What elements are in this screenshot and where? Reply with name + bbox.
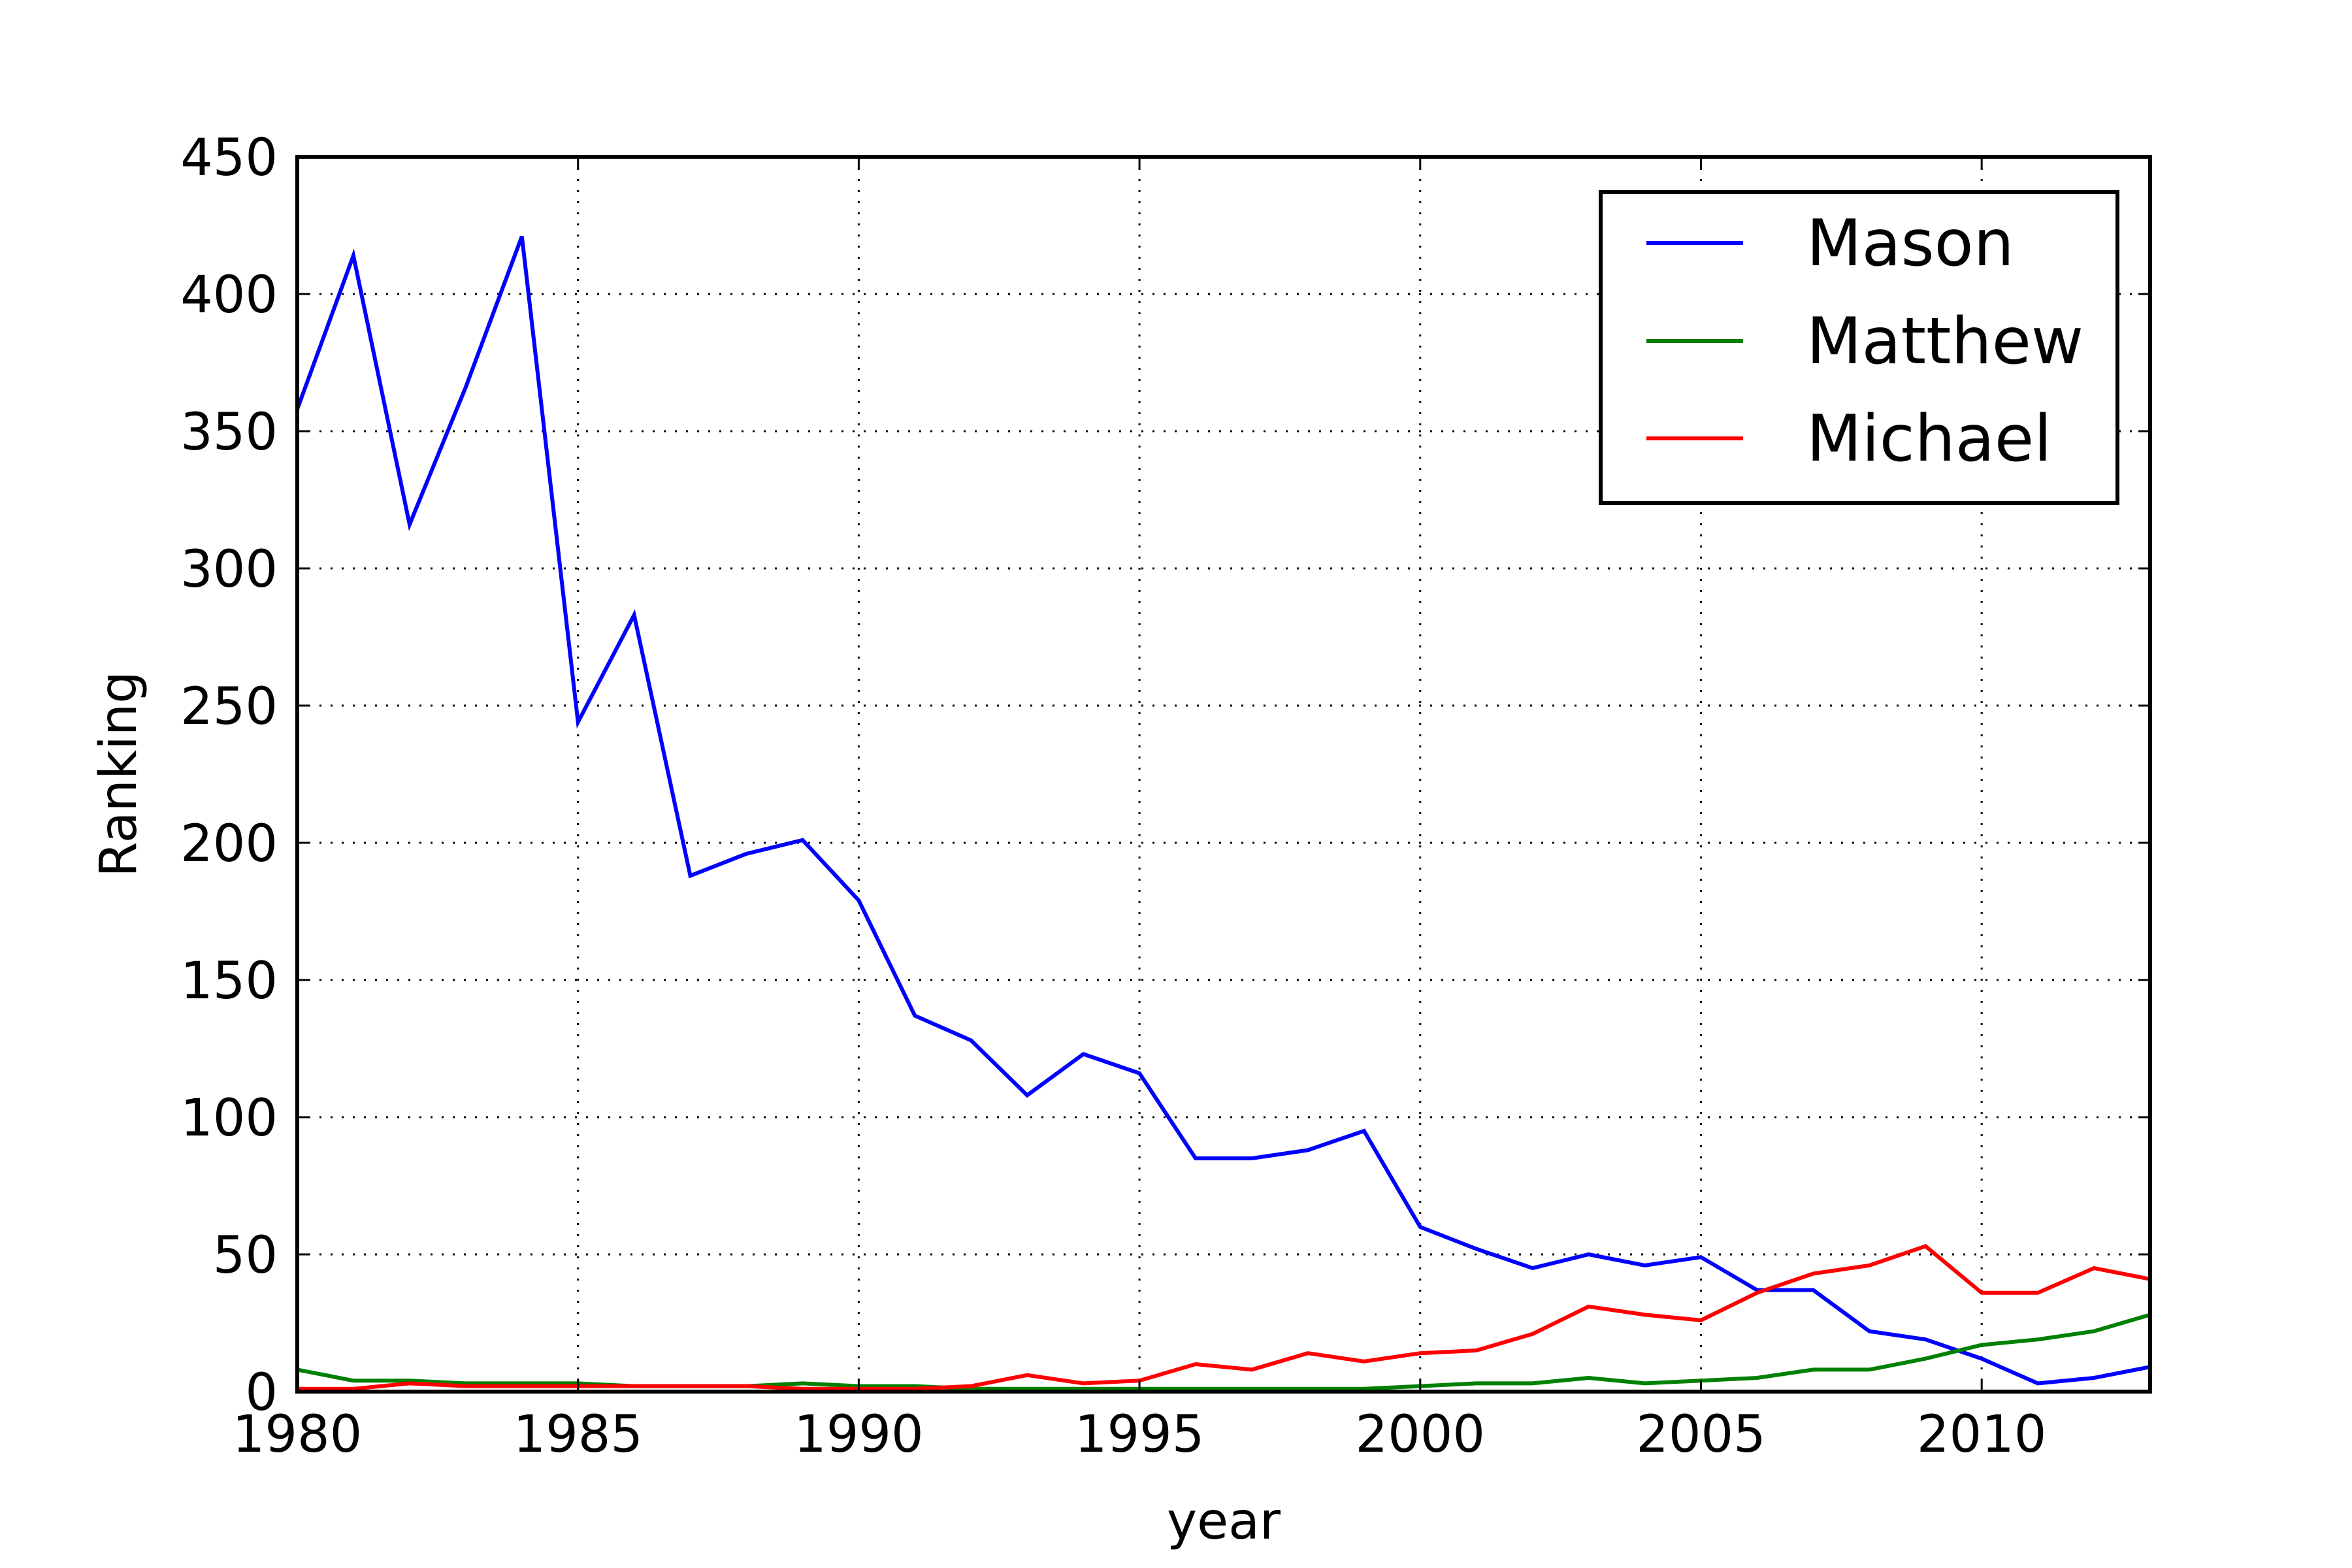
legend-label-matthew: Matthew: [1806, 304, 2083, 379]
y-tick-label: 250: [180, 678, 278, 736]
legend-label-mason: Mason: [1806, 206, 2014, 281]
legend-label-michael: Michael: [1806, 402, 2051, 476]
y-tick-label: 200: [180, 815, 278, 874]
series-lines: [295, 235, 2151, 1391]
series-line-matthew: [297, 1313, 2151, 1391]
y-tick-label: 50: [213, 1226, 278, 1285]
x-tick-label: 2010: [1917, 1405, 2047, 1464]
y-axis-ticks: 0 50 100 150 200 250 300 350 400 450: [180, 129, 2150, 1422]
y-tick-label: 300: [180, 540, 278, 599]
x-tick-label: 2005: [1636, 1405, 1766, 1464]
y-tick-label: 450: [180, 129, 278, 188]
x-axis-ticks: 1980 1985 1990 1995 2000 2005 2010: [233, 157, 2047, 1464]
legend: Mason Matthew Michael: [1599, 190, 2119, 505]
x-tick-label: 1980: [233, 1405, 363, 1464]
y-tick-label: 100: [180, 1089, 278, 1148]
y-tick-label: 400: [180, 266, 278, 325]
y-tick-label: 150: [180, 952, 278, 1011]
x-tick-label: 1995: [1075, 1405, 1205, 1464]
y-axis-label: Ranking: [90, 671, 148, 877]
legend-items: Mason Matthew Michael: [1646, 206, 2083, 476]
series-line-michael: [297, 1244, 2151, 1391]
x-axis-label: year: [1167, 1492, 1281, 1551]
series-line-mason: [295, 235, 2151, 1386]
plot-frame: [295, 155, 2152, 1394]
y-tick-label: 350: [180, 403, 278, 462]
y-tick-label: 0: [245, 1364, 278, 1422]
x-tick-label: 1990: [794, 1405, 924, 1464]
x-tick-label: 2000: [1356, 1405, 1486, 1464]
x-tick-label: 1985: [513, 1405, 643, 1464]
